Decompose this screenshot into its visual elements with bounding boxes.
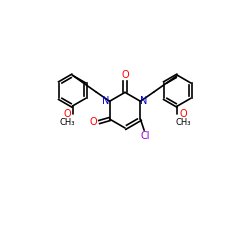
Text: CH₃: CH₃: [59, 118, 75, 127]
Text: N: N: [102, 96, 110, 106]
Text: O: O: [121, 70, 129, 80]
Text: O: O: [90, 117, 98, 127]
Text: CH₃: CH₃: [175, 118, 191, 127]
Text: O: O: [179, 109, 187, 119]
Text: O: O: [63, 109, 71, 119]
Text: N: N: [140, 96, 147, 106]
Text: Cl: Cl: [140, 131, 150, 141]
